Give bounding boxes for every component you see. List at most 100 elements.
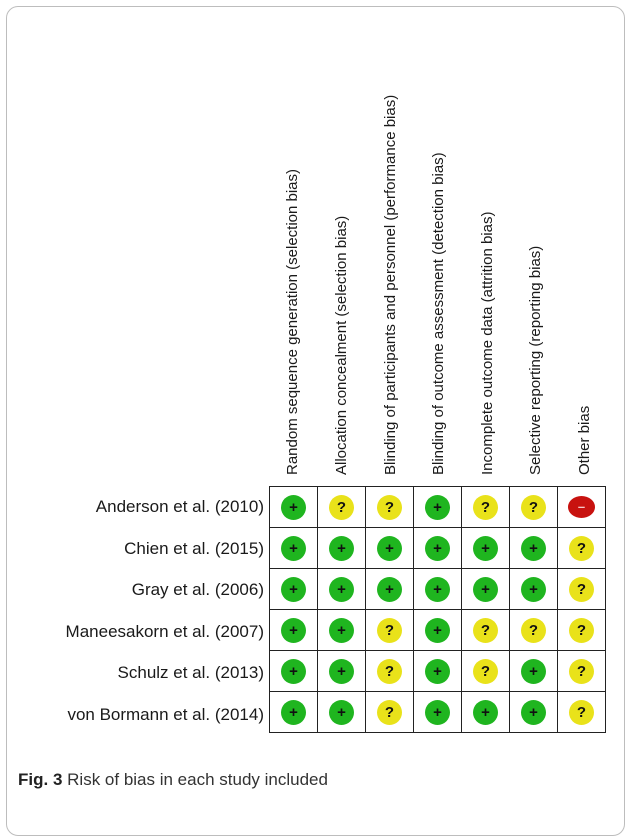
low-risk-mark: + (425, 494, 450, 520)
rating-cell: ? (461, 650, 510, 692)
low-risk-mark: + (329, 658, 354, 684)
unclear-risk-mark: ? (329, 494, 354, 520)
table-row: + +? +??? (269, 609, 606, 651)
unclear-risk-mark: ? (473, 658, 498, 684)
rating-cell: ? (557, 650, 606, 692)
figure-caption: Fig. 3 Risk of bias in each study includ… (18, 770, 328, 790)
rating-cell: ? (557, 568, 606, 610)
rating-cell: + (365, 527, 414, 569)
rating-cell: + (413, 486, 462, 528)
column-header-label: Allocation concealment (selection bias) (332, 215, 350, 475)
low-risk-mark: + (425, 576, 450, 602)
rating-cell: + (269, 609, 318, 651)
rating-cell: ? (461, 486, 510, 528)
unclear-risk-mark: ? (377, 658, 402, 684)
caption-label: Fig. 3 (18, 770, 63, 789)
low-risk-mark: + (281, 576, 306, 602)
rating-cell: + (317, 650, 366, 692)
rating-cell: + (413, 568, 462, 610)
unclear-risk-mark: ? (377, 494, 402, 520)
unclear-risk-mark: ? (377, 617, 402, 643)
low-risk-mark: + (425, 699, 450, 725)
low-risk-mark: + (521, 658, 546, 684)
study-label: Gray et al. (2006) (131, 580, 264, 599)
table-row: + +? + + +? (269, 691, 606, 733)
low-risk-mark: + (521, 535, 546, 561)
unclear-risk-mark: ? (377, 699, 402, 725)
study-label: Maneesakorn et al. (2007) (65, 621, 264, 641)
unclear-risk-mark: ? (521, 494, 546, 520)
study-label: Chien et al. (2015) (124, 538, 264, 558)
unclear-risk-mark: ? (473, 494, 498, 520)
rating-cell: + (317, 609, 366, 651)
rating-cell: – (557, 486, 606, 528)
unclear-risk-mark: ? (521, 617, 546, 643)
table-row: +?? +?? – (269, 486, 606, 528)
study-label: Schulz et al. (2013) (117, 663, 264, 682)
column-header-label: Blinding of participants and personnel (… (381, 94, 399, 475)
rating-cell: ? (317, 486, 366, 528)
column-header-label: Other bias (575, 405, 593, 475)
low-risk-mark: + (329, 576, 354, 602)
low-risk-mark: + (473, 699, 498, 725)
low-risk-mark: + (521, 576, 546, 602)
unclear-risk-mark: ? (569, 699, 594, 725)
rating-cell: ? (557, 609, 606, 651)
rating-cell: + (509, 527, 558, 569)
table-row: + + + + + +? (269, 568, 606, 610)
low-risk-mark: + (281, 658, 306, 684)
rating-cell: + (413, 609, 462, 651)
rating-cell: ? (557, 691, 606, 733)
low-risk-mark: + (473, 576, 498, 602)
rating-cell: + (269, 650, 318, 692)
low-risk-mark: + (377, 535, 402, 561)
rating-cell: + (509, 568, 558, 610)
rating-cell: + (317, 691, 366, 733)
rating-cell: ? (365, 486, 414, 528)
unclear-risk-mark: ? (473, 617, 498, 643)
rating-cell: ? (461, 609, 510, 651)
risk-of-bias-grid: +?? +?? – + + + + + +? + + + + + +? + +? +??? + +? +? +? + +? + +… (269, 486, 606, 733)
rating-cell: + (365, 568, 414, 610)
rating-cell: ? (365, 609, 414, 651)
rating-cell: ? (557, 527, 606, 569)
low-risk-mark: + (329, 699, 354, 725)
low-risk-mark: + (425, 535, 450, 561)
low-risk-mark: + (281, 494, 306, 520)
table-row: + + + + + +? (269, 527, 606, 569)
rating-cell: ? (365, 691, 414, 733)
rating-cell: + (461, 527, 510, 569)
study-label: von Bormann et al. (2014) (67, 704, 264, 724)
unclear-risk-mark: ? (569, 535, 594, 561)
rating-cell: + (461, 568, 510, 610)
low-risk-mark: + (425, 617, 450, 643)
rating-cell: ? (365, 650, 414, 692)
column-header-label: Incomplete outcome data (attrition bias) (478, 211, 496, 475)
low-risk-mark: + (377, 576, 402, 602)
unclear-risk-mark: ? (569, 617, 594, 643)
rating-cell: + (269, 568, 318, 610)
rating-cell: + (317, 568, 366, 610)
unclear-risk-mark: ? (569, 658, 594, 684)
unclear-risk-mark: ? (569, 576, 594, 602)
rating-cell: + (413, 527, 462, 569)
rating-cell: + (269, 486, 318, 528)
rating-cell: + (269, 691, 318, 733)
column-header-label: Blinding of outcome assessment (detectio… (430, 152, 448, 475)
study-label: Anderson et al. (2010) (95, 497, 264, 516)
rating-cell: + (269, 527, 318, 569)
low-risk-mark: + (425, 658, 450, 684)
high-risk-mark: – (568, 496, 595, 518)
rating-cell: + (509, 691, 558, 733)
caption-text: Risk of bias in each study included (67, 770, 328, 789)
low-risk-mark: + (473, 535, 498, 561)
low-risk-mark: + (329, 535, 354, 561)
rating-cell: ? (509, 486, 558, 528)
column-header-label: Random sequence generation (selection bi… (284, 168, 302, 475)
rating-cell: + (461, 691, 510, 733)
low-risk-mark: + (329, 617, 354, 643)
column-header-label: Selective reporting (reporting bias) (527, 245, 545, 475)
low-risk-mark: + (281, 535, 306, 561)
rating-cell: + (317, 527, 366, 569)
rating-cell: + (413, 650, 462, 692)
